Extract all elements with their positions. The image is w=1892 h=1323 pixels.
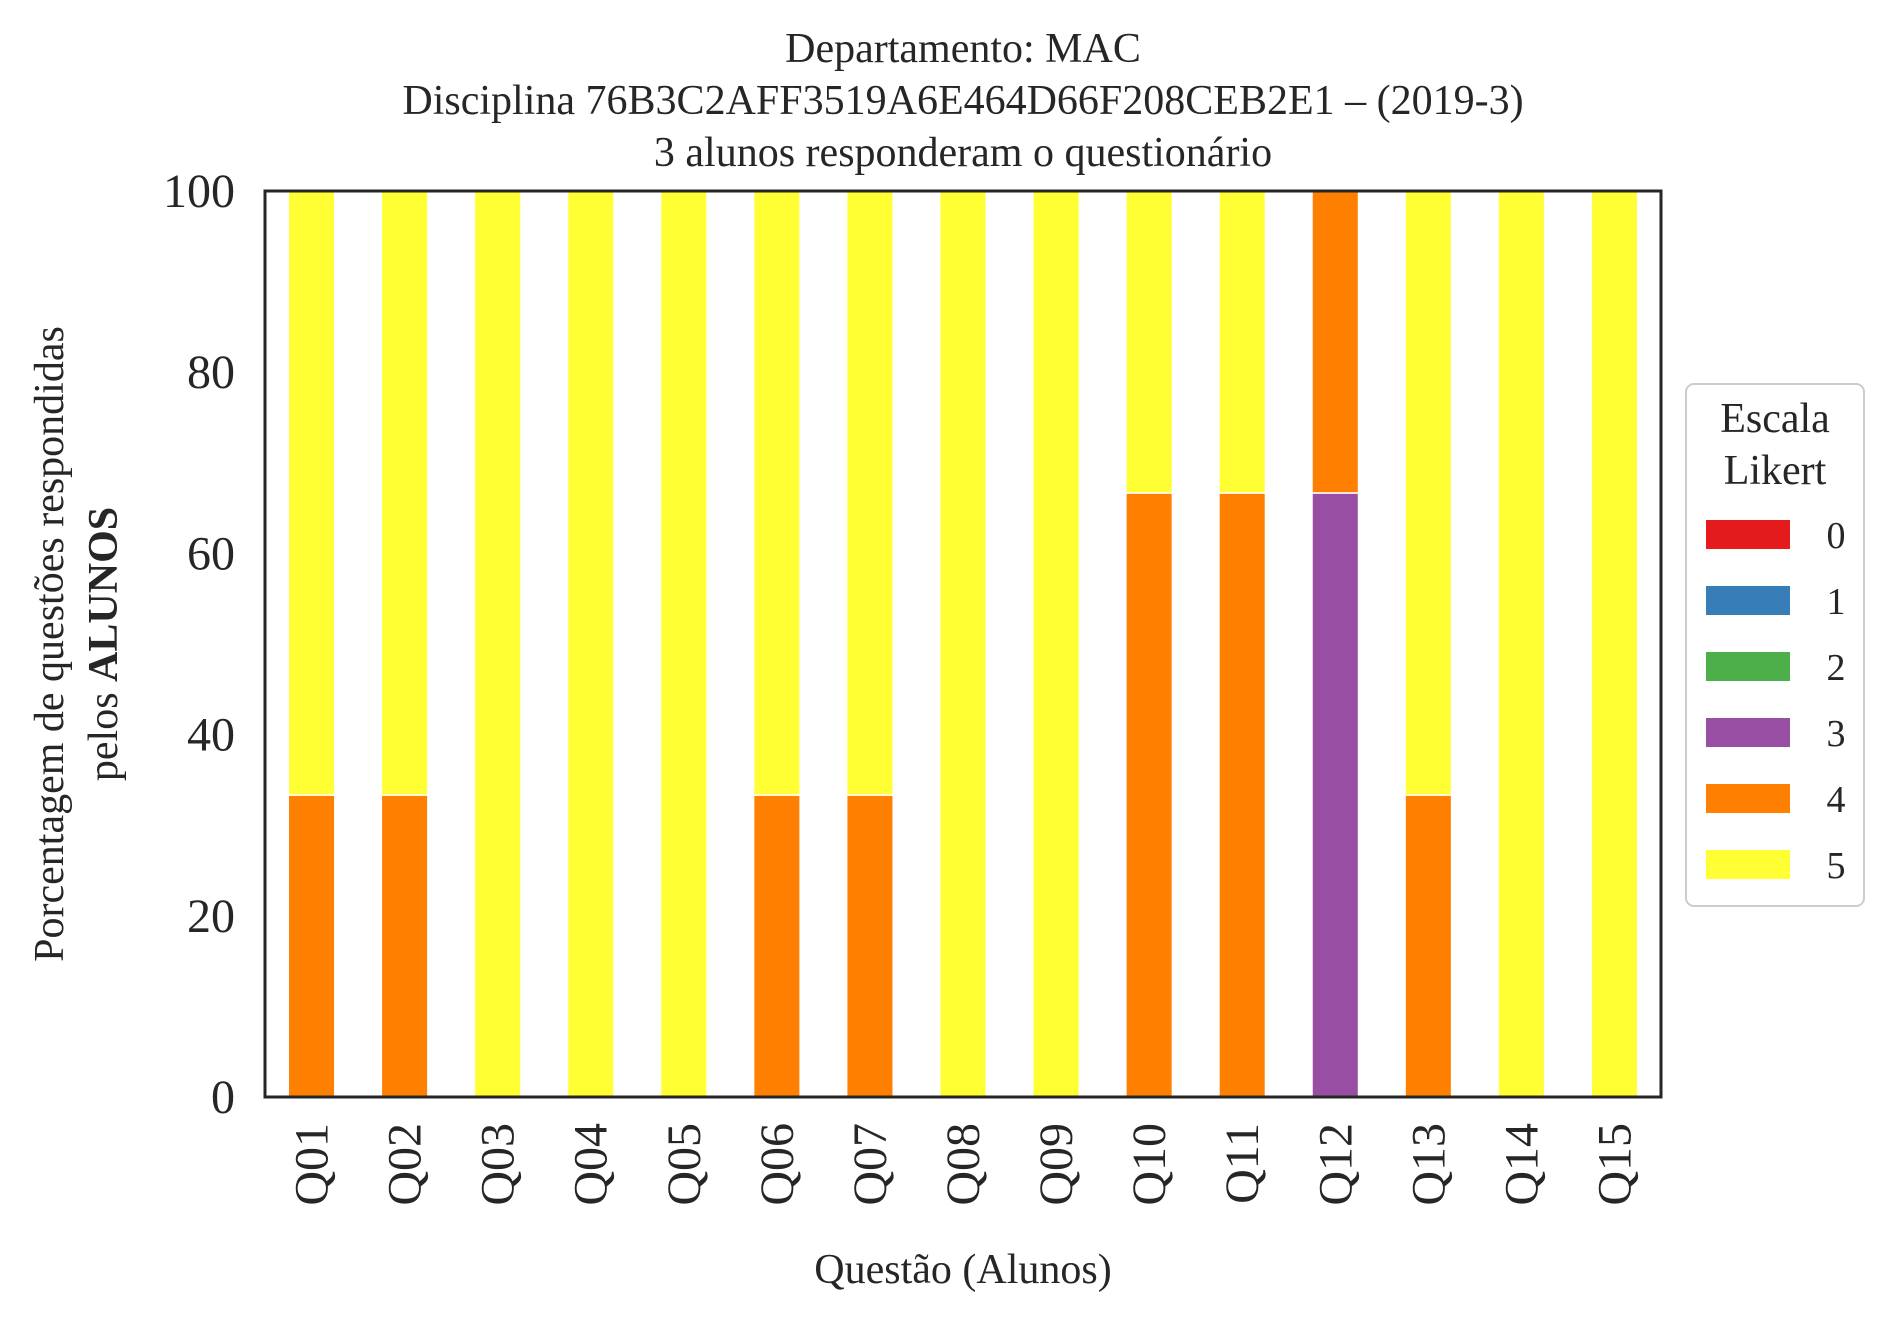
x-tick-label: Q03 (472, 1123, 525, 1206)
legend-title-line-2: Likert (1724, 448, 1827, 494)
x-axis-label: Questão (Alunos) (814, 1247, 1111, 1293)
x-tick-label: Q04 (565, 1123, 618, 1206)
bar-Q06-likert-5 (752, 190, 801, 796)
bar-Q02-likert-4 (380, 794, 429, 1098)
legend-label-0: 0 (1827, 515, 1846, 557)
legend-label-5: 5 (1827, 845, 1846, 887)
x-axis-ticks: Q01 Q02 Q03 Q04 Q05 Q06 Q07 Q08 Q09 Q10 Q11 Q12 Q13 Q… (286, 1123, 1642, 1206)
x-tick-label: Q15 (1588, 1123, 1641, 1206)
y-axis-label: Porcentagem de questões respondidas pelo… (27, 326, 127, 962)
x-tick-label: Q02 (379, 1123, 432, 1206)
title-line-3: 3 alunos responderam o questionário (654, 130, 1272, 176)
x-tick-label: Q09 (1030, 1123, 1083, 1206)
bar-Q06-likert-4 (752, 794, 801, 1098)
x-tick-label: Q08 (937, 1123, 990, 1206)
bar-Q07-likert-4 (845, 794, 894, 1098)
x-tick-label: Q01 (286, 1123, 339, 1206)
x-tick-label: Q14 (1495, 1123, 1548, 1206)
legend-swatch-1 (1706, 586, 1790, 615)
x-tick-label: Q05 (658, 1123, 711, 1206)
chart-title: Departamento: MAC Disciplina 76B3C2AFF35… (402, 26, 1523, 176)
bar-Q02-likert-5 (380, 190, 429, 796)
y-tick-label: 100 (163, 165, 235, 218)
bar-Q05-likert-5 (659, 190, 708, 1098)
x-tick-label: Q12 (1309, 1123, 1362, 1206)
y-axis-ticks: 0 20 40 60 80 100 (163, 165, 235, 1124)
legend-title-line-1: Escala (1720, 396, 1830, 442)
x-tick-label: Q11 (1216, 1123, 1269, 1204)
bars-layer (287, 190, 1639, 1098)
bar-Q14-likert-5 (1497, 190, 1546, 1098)
bar-Q12-likert-4 (1311, 190, 1360, 494)
y-axis-label-prefix: pelos (81, 692, 127, 781)
y-tick-label: 0 (211, 1071, 235, 1124)
y-tick-label: 80 (187, 346, 235, 399)
x-tick-label: Q06 (751, 1123, 804, 1206)
bar-Q04-likert-5 (566, 190, 615, 1098)
legend-swatch-2 (1706, 652, 1790, 681)
legend-label-4: 4 (1827, 779, 1846, 821)
y-tick-label: 20 (187, 890, 235, 943)
legend-label-1: 1 (1827, 581, 1846, 623)
bar-Q07-likert-5 (845, 190, 894, 796)
bar-Q03-likert-5 (473, 190, 522, 1098)
x-tick-label: Q13 (1402, 1123, 1455, 1206)
bar-Q10-likert-5 (1125, 190, 1174, 494)
legend-swatch-3 (1706, 718, 1790, 747)
legend-swatch-4 (1706, 784, 1790, 813)
legend: Escala Likert 0 1 2 3 4 5 (1685, 383, 1865, 907)
y-tick-label: 40 (187, 709, 235, 762)
title-line-1: Departamento: MAC (785, 26, 1141, 72)
x-tick-label: Q10 (1123, 1123, 1176, 1206)
legend-label-2: 2 (1827, 647, 1846, 689)
y-axis-label-space (81, 682, 127, 693)
bar-Q15-likert-5 (1590, 190, 1639, 1098)
bar-Q13-likert-4 (1404, 794, 1453, 1098)
legend-box (1685, 383, 1865, 907)
y-axis-label-bold: ALUNOS (81, 507, 127, 682)
legend-swatch-5 (1706, 850, 1790, 879)
legend-swatch-0 (1706, 520, 1790, 549)
bar-Q01-likert-5 (287, 190, 336, 796)
title-line-2: Disciplina 76B3C2AFF3519A6E464D66F208CEB… (402, 78, 1523, 124)
legend-label-3: 3 (1827, 713, 1846, 755)
bar-Q09-likert-5 (1032, 190, 1081, 1098)
bar-Q10-likert-4 (1125, 492, 1174, 1098)
bar-Q11-likert-4 (1218, 492, 1267, 1098)
y-tick-label: 60 (187, 527, 235, 580)
legend-items: 0 1 2 3 4 5 (1706, 515, 1846, 887)
plot-frame (263, 189, 1663, 1099)
bar-Q11-likert-5 (1218, 190, 1267, 494)
y-axis-label-line-2: pelos ALUNOS (81, 507, 127, 781)
bar-Q13-likert-5 (1404, 190, 1453, 796)
bar-Q01-likert-4 (287, 794, 336, 1098)
bar-Q08-likert-5 (938, 190, 988, 1098)
x-tick-label: Q07 (844, 1123, 897, 1206)
bar-Q12-likert-3 (1311, 492, 1360, 1098)
y-axis-label-line-1: Porcentagem de questões respondidas (27, 326, 73, 962)
